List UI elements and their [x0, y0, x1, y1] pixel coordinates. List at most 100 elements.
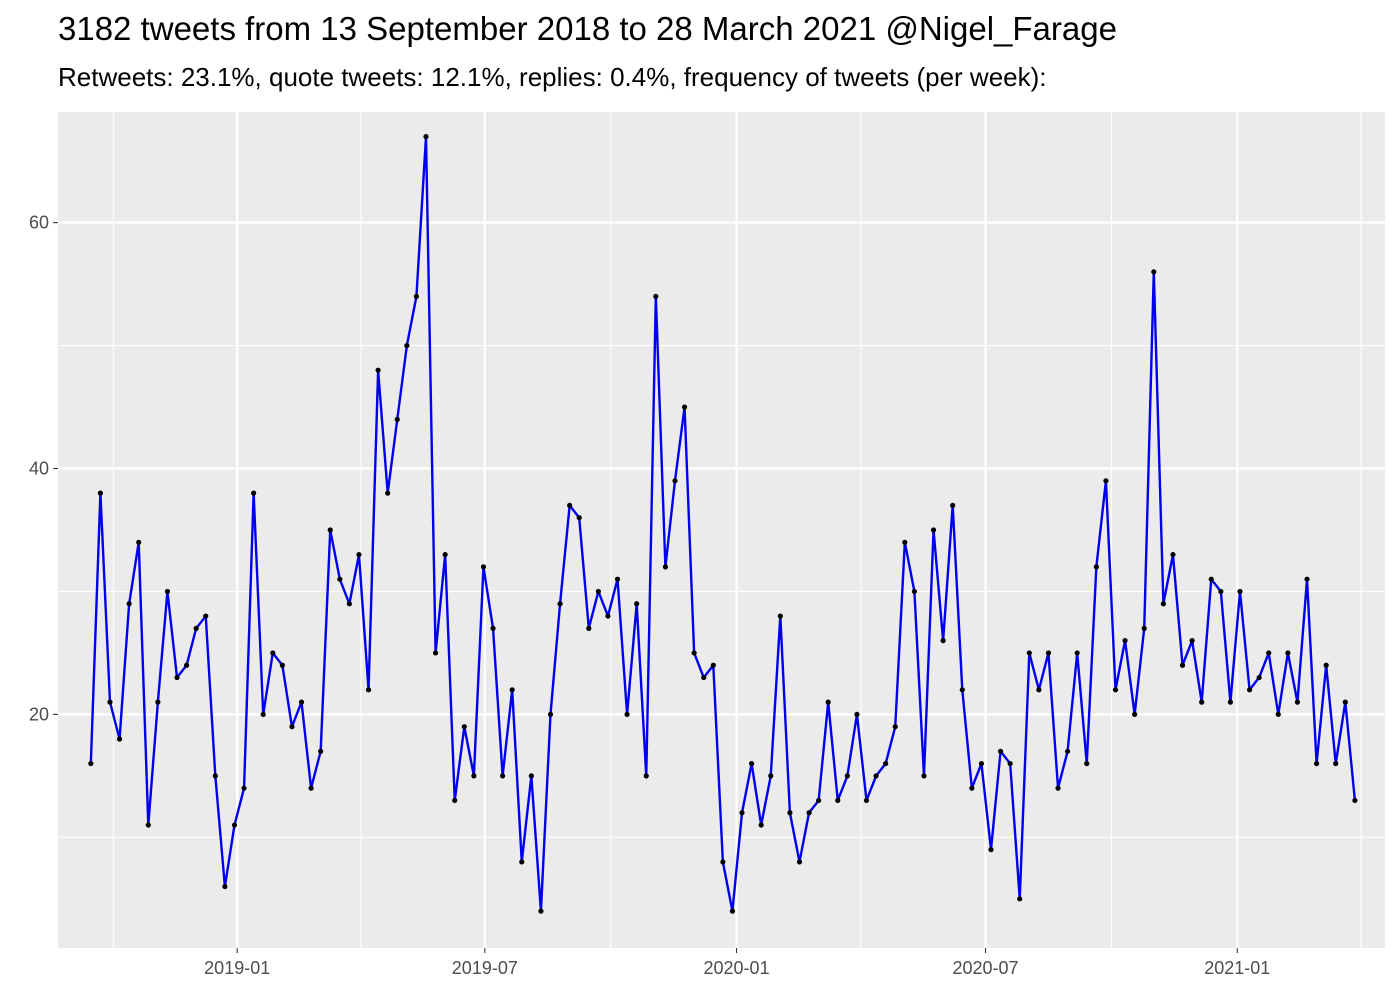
data-point: [107, 699, 113, 705]
data-point: [308, 785, 314, 791]
data-point: [816, 797, 822, 804]
data-point: [1314, 760, 1320, 767]
data-point: [1036, 687, 1042, 693]
data-point: [490, 625, 496, 631]
data-point: [1026, 650, 1032, 656]
data-point: [1323, 662, 1329, 668]
data-point: [519, 859, 525, 865]
data-point: [164, 588, 171, 595]
data-point: [1007, 760, 1013, 767]
data-point: [1122, 638, 1128, 644]
data-point: [768, 773, 774, 779]
data-point: [212, 773, 218, 779]
data-point: [653, 293, 659, 300]
data-point: [1237, 588, 1243, 595]
data-point: [1045, 650, 1052, 656]
data-point: [145, 822, 151, 828]
data-point: [203, 613, 209, 619]
data-point: [184, 662, 190, 668]
data-point: [1208, 576, 1214, 582]
data-point: [605, 613, 611, 619]
data-point: [835, 797, 841, 804]
data-point: [1246, 687, 1253, 693]
data-point: [902, 539, 908, 545]
chart-title: 3182 tweets from 13 September 2018 to 28…: [58, 10, 1117, 47]
data-point: [538, 908, 544, 914]
data-point: [1179, 662, 1186, 668]
data-point: [1112, 687, 1119, 693]
data-point: [260, 711, 266, 718]
data-point: [672, 478, 678, 484]
data-point: [777, 613, 783, 619]
data-point: [911, 588, 917, 595]
data-point: [643, 773, 649, 779]
data-point: [385, 490, 391, 496]
y-tick-label: 40: [29, 459, 49, 479]
data-point: [126, 601, 132, 607]
data-point: [930, 527, 937, 533]
series-layer: [88, 133, 1358, 914]
data-point: [758, 822, 764, 828]
data-point: [1227, 699, 1234, 705]
data-point: [1266, 650, 1272, 656]
data-point: [567, 502, 573, 509]
data-point: [844, 773, 850, 779]
data-point: [1084, 760, 1090, 767]
data-point: [1294, 699, 1301, 705]
data-point: [1256, 674, 1262, 681]
y-tick-label: 60: [29, 213, 49, 233]
data-point: [1141, 625, 1147, 631]
data-point: [432, 650, 439, 656]
data-point: [701, 674, 707, 681]
data-point: [624, 711, 630, 718]
plot-panel: [58, 112, 1385, 948]
data-point: [1093, 564, 1099, 570]
data-point: [662, 564, 669, 570]
axes-layer: 20 40 60 2019-01 2019-07 2020-01 2020-07 2021-0…: [29, 213, 1270, 978]
data-point: [691, 650, 697, 656]
data-point: [787, 810, 793, 816]
data-point: [1342, 699, 1348, 705]
data-point: [1170, 551, 1176, 558]
x-tick-label: 2020-01: [704, 958, 770, 978]
data-point: [863, 797, 870, 804]
data-point: [950, 502, 956, 509]
data-point: [634, 601, 640, 607]
data-point: [1103, 478, 1109, 484]
data-point: [796, 859, 803, 865]
data-point: [375, 367, 381, 373]
data-point: [720, 859, 726, 865]
data-point: [1189, 638, 1195, 644]
data-point: [298, 699, 305, 705]
data-point: [480, 564, 487, 570]
data-point: [461, 724, 467, 730]
data-point: [557, 601, 563, 607]
data-point: [940, 638, 946, 644]
data-point: [174, 674, 180, 681]
data-point: [1218, 588, 1224, 595]
minor-gridlines: [58, 112, 1385, 948]
data-point: [749, 760, 755, 767]
data-point: [404, 342, 410, 349]
data-point: [1199, 699, 1205, 705]
x-tick-label: 2019-01: [204, 958, 270, 978]
data-point: [997, 748, 1004, 754]
data-point: [547, 711, 554, 718]
x-tick-label: 2019-07: [452, 958, 518, 978]
data-point: [394, 416, 400, 422]
data-point: [595, 588, 601, 595]
data-point: [586, 625, 592, 631]
x-tick-label: 2021-01: [1204, 958, 1270, 978]
data-point: [892, 724, 898, 730]
data-point: [1055, 785, 1061, 791]
data-point: [614, 576, 621, 582]
x-tick-label: 2020-07: [953, 958, 1019, 978]
data-point: [318, 748, 324, 754]
data-point: [739, 810, 745, 816]
data-point: [1074, 650, 1080, 656]
data-point: [413, 293, 420, 300]
data-point: [155, 699, 161, 705]
data-point: [825, 699, 831, 705]
data-point: [1304, 576, 1310, 582]
